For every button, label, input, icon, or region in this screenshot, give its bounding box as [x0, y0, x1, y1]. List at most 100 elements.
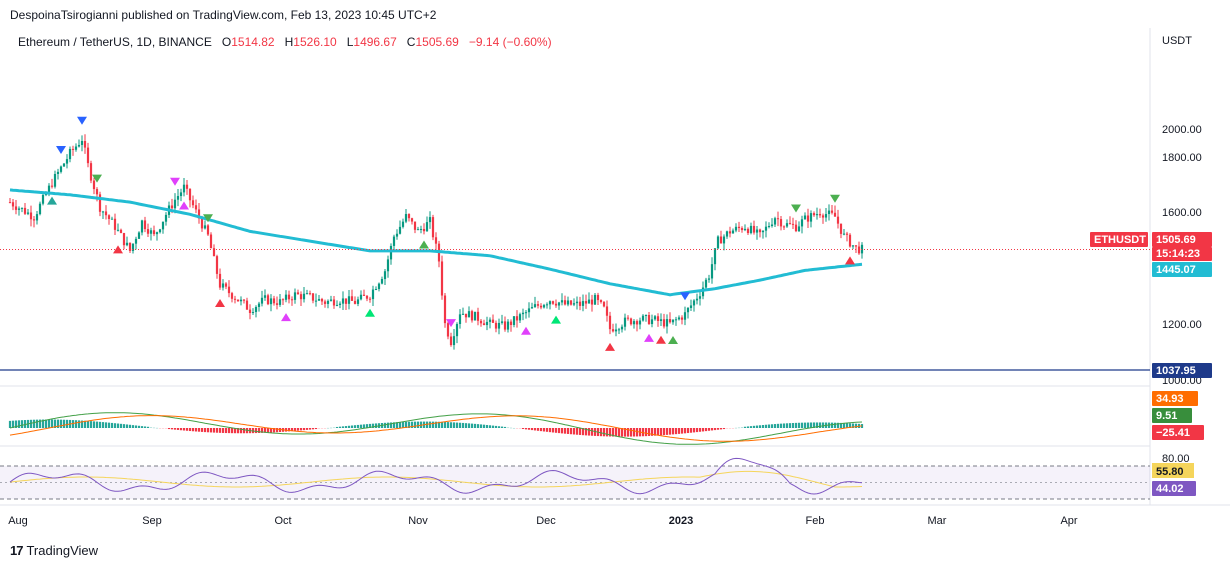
macd-histogram-bar: [446, 422, 450, 428]
candle-body: [269, 298, 273, 305]
candle-body: [170, 205, 174, 209]
candle-body: [347, 296, 351, 304]
macd-histogram-bar: [398, 422, 402, 428]
rsi-pane[interactable]: [0, 457, 1150, 500]
publisher-line: DespoinaTsirogianni published on Trading…: [10, 8, 437, 22]
candle-body: [125, 242, 129, 246]
macd-histogram-bar: [161, 428, 165, 429]
candle-body: [530, 307, 534, 309]
candle-body: [458, 314, 462, 325]
macd-histogram-bar: [647, 428, 651, 437]
candles[interactable]: [8, 134, 864, 350]
time-tick-label: Sep: [142, 515, 162, 527]
candle-body: [515, 316, 519, 321]
macd-pane[interactable]: [8, 412, 864, 445]
macd-histogram-bar: [734, 427, 738, 429]
macd-histogram-bar: [95, 421, 99, 428]
sell-marker-icon: [680, 292, 690, 301]
candle-body: [704, 279, 708, 288]
candle-body: [464, 313, 468, 318]
rsi-line: [9, 457, 863, 495]
candle-body: [176, 196, 180, 200]
candle-body: [80, 140, 84, 145]
candle-body: [818, 214, 822, 216]
signal-markers: [47, 116, 855, 351]
macd-histogram-bar: [260, 428, 264, 433]
candle-body: [791, 223, 795, 225]
candle-body: [671, 319, 675, 323]
macd-histogram-bar: [11, 420, 15, 428]
sell-marker-icon: [830, 194, 840, 203]
candle-body: [587, 299, 591, 304]
macd-histogram-bar: [401, 421, 405, 428]
macd-histogram-bar: [233, 428, 237, 434]
macd-histogram-bar: [584, 428, 588, 436]
candle-body: [344, 298, 348, 304]
macd-histogram-bar: [821, 422, 825, 428]
buy-marker-icon: [281, 313, 291, 322]
macd-histogram-bar: [404, 421, 408, 428]
candle-body: [260, 297, 264, 304]
candle-body: [845, 233, 849, 235]
macd-histogram-bar: [125, 424, 129, 428]
candle-body: [308, 293, 312, 295]
tradingview-brand[interactable]: 17 TradingView: [10, 543, 98, 558]
macd-histogram-bar: [617, 428, 621, 437]
candle-body: [410, 218, 414, 222]
macd-histogram-bar: [662, 428, 666, 436]
macd-histogram-bar: [503, 426, 507, 428]
rsi-tick-label: 80.00: [1162, 453, 1190, 465]
macd-histogram-bar: [464, 423, 468, 428]
price-tick-label: 1200.00: [1162, 319, 1202, 331]
macd-histogram-bar: [569, 428, 573, 435]
time-axis[interactable]: Aug Sep Oct Nov Dec 2023 Feb Mar Apr: [8, 515, 1078, 527]
tradingview-logo-icon: 17: [10, 543, 24, 558]
candle-body: [152, 230, 156, 235]
candle-body: [185, 184, 189, 189]
candle-body: [299, 294, 303, 300]
macd-histogram-bar: [143, 426, 147, 428]
macd-histogram-bar: [341, 426, 345, 428]
candle-body: [218, 273, 222, 288]
candle-body: [104, 211, 108, 216]
buy-marker-icon: [47, 196, 57, 205]
macd-histogram-bar: [713, 428, 717, 431]
candle-body: [623, 317, 627, 327]
time-tick-label: Apr: [1060, 515, 1077, 527]
candle-body: [554, 303, 558, 306]
candle-body: [593, 294, 597, 305]
candle-body: [95, 189, 99, 195]
candle-body: [596, 294, 600, 301]
rsi-ma-badge-bg: [1152, 463, 1194, 478]
candle-body: [689, 305, 693, 308]
candle-body: [122, 233, 126, 246]
candle-body: [137, 232, 141, 239]
macd-histogram-bar: [119, 423, 123, 428]
macd-histogram-bar: [689, 428, 693, 433]
candle-body: [455, 324, 459, 337]
candle-body: [38, 203, 42, 215]
macd-histogram-bar: [572, 428, 576, 435]
macd-histogram-bar: [59, 419, 63, 428]
symbol-title[interactable]: Ethereum / TetherUS, 1D, BINANCE: [18, 35, 212, 49]
candle-body: [401, 221, 405, 227]
macd-histogram-bar: [53, 419, 57, 428]
candle-body: [86, 147, 90, 164]
support-value-badge: 1037.95: [1156, 365, 1196, 377]
macd-histogram-bar: [551, 428, 555, 433]
macd-histogram-bar: [815, 422, 819, 428]
time-tick-label: Feb: [806, 515, 825, 527]
open-value: 1514.82: [231, 35, 275, 49]
macd-histogram-bar: [671, 428, 675, 435]
symbol-badge: ETHUSDT: [1094, 234, 1146, 246]
candle-body: [326, 300, 330, 304]
macd-histogram-bar: [80, 420, 84, 428]
candle-body: [809, 213, 813, 222]
macd-histogram-bar: [467, 423, 471, 428]
macd-histogram-bar: [653, 428, 657, 436]
macd-histogram-bar: [242, 428, 246, 434]
candle-body: [398, 226, 402, 234]
macd-histogram-bar: [473, 423, 477, 428]
